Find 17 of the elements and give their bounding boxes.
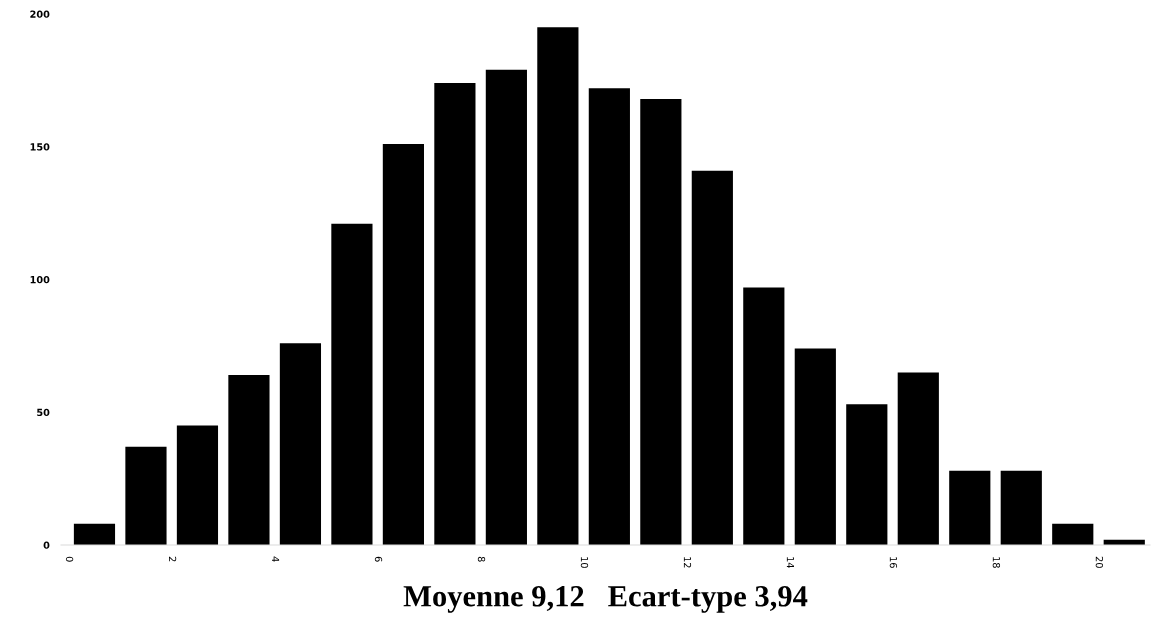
y-tick-label: 150 <box>30 143 50 151</box>
x-tick-label: 2 <box>169 556 177 562</box>
x-tick-label: 6 <box>374 556 383 562</box>
y-tick-label: 50 <box>37 408 50 417</box>
x-tick-label: 20 <box>1095 556 1104 568</box>
x-tick-label: 14 <box>786 557 794 568</box>
x-tick-label: 18 <box>992 557 1001 568</box>
y-tick-label: 100 <box>30 275 50 284</box>
x-tick-label: 12 <box>683 557 692 568</box>
x-tick-label: 8 <box>477 556 486 562</box>
y-tick-label: 0 <box>43 541 50 549</box>
y-tick-label: 200 <box>30 10 50 18</box>
x-tick-label: 10 <box>580 557 589 568</box>
x-tick-label: 16 <box>889 557 898 568</box>
x-tick-label: 0 <box>65 556 74 562</box>
x-tick-label: 4 <box>272 556 280 562</box>
x-axis-title: Moyenne 9,12 Ecart-type 3,94 <box>403 586 808 613</box>
